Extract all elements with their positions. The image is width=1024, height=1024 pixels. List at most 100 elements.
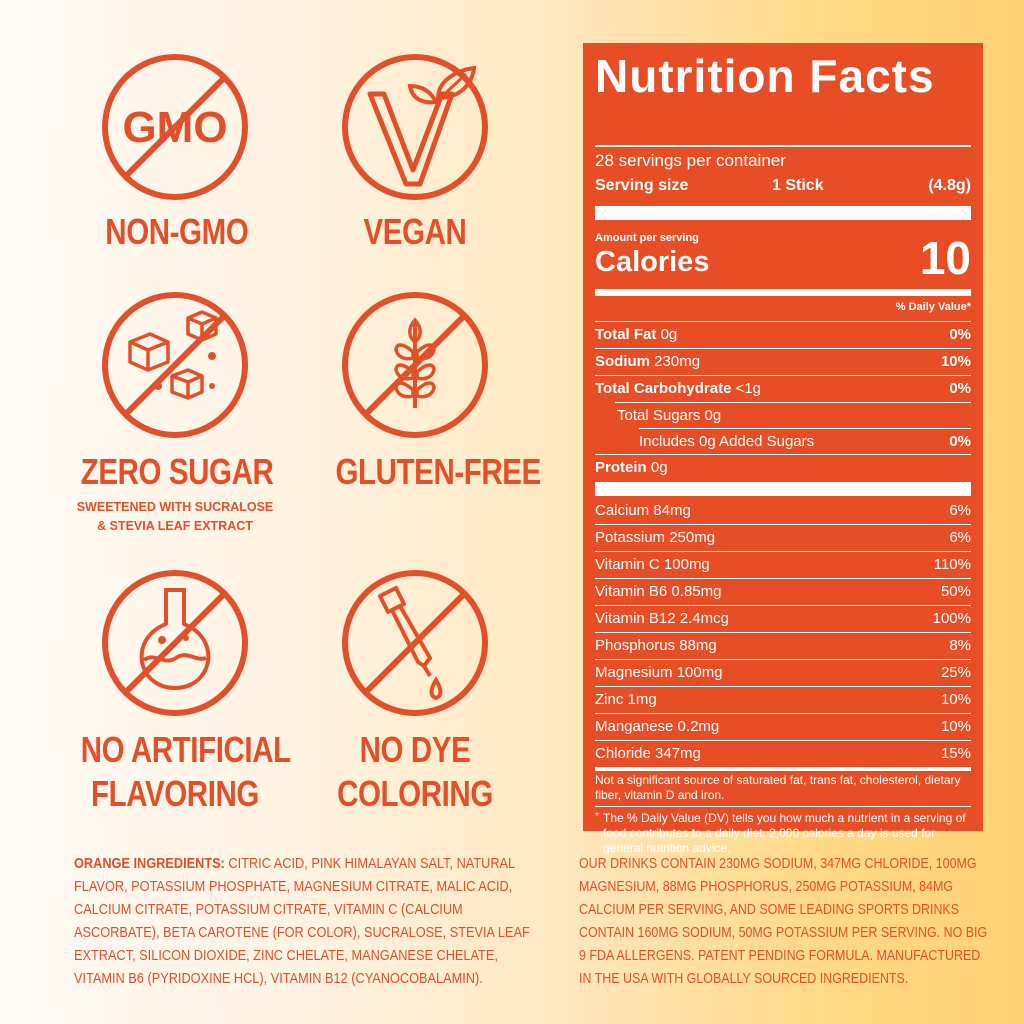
nutrient-amount: 230mg [654, 353, 701, 370]
nutrient-name: Protein [595, 459, 647, 476]
mineral-name: Manganese 0.2mg [595, 718, 720, 735]
zero-sugar-sub-2: & STEVIA LEAF EXTRACT [97, 519, 253, 533]
servings-per-container: 28 servings per container [595, 151, 786, 170]
badge-no-dye-coloring: NO DYE COLORING [318, 568, 512, 816]
zero-sugar-sub-1: SWEETENED WITH SUCRALOSE [76, 500, 274, 514]
divider [595, 524, 971, 525]
divider [595, 145, 971, 147]
mineral-row: Potassium 250mg 6% [595, 525, 971, 551]
vegan-label: VEGAN [363, 211, 467, 252]
mineral-name: Vitamin B12 2.4mcg [595, 610, 729, 627]
mineral-name: Phosphorus 88mg [595, 637, 717, 654]
daily-value-header: % Daily Value* [895, 301, 971, 313]
mineral-dv: 6% [949, 502, 971, 519]
serving-size-weight: (4.8g) [928, 177, 971, 194]
thick-divider [595, 767, 971, 771]
gluten-free-label: GLUTEN-FREE [335, 451, 541, 492]
thick-divider [595, 482, 971, 496]
mineral-name: Chloride 347mg [595, 745, 701, 762]
nutrient-row-total-sugars: Total Sugars 0g [595, 403, 971, 429]
no-gmo-icon: GMO [102, 54, 248, 200]
vegan-v-leaf-icon [342, 54, 488, 200]
divider [595, 632, 971, 633]
mineral-row: Calcium 84mg 6% [595, 498, 971, 524]
divider [595, 806, 971, 807]
badge-vegan: VEGAN [330, 52, 500, 254]
divider [595, 605, 971, 606]
nutrient-dv: 10% [940, 353, 971, 370]
nutrient-dv: 0% [949, 380, 971, 397]
nutrient-name: Includes 0g Added Sugars [639, 433, 815, 450]
nutrition-facts-panel: Nutrition Facts 28 servings per containe… [583, 43, 983, 855]
mineral-row: Phosphorus 88mg 8% [595, 633, 971, 659]
serving-size-value: 1 Stick [772, 177, 824, 194]
badge-no-artificial-flavoring: NO ARTIFICIAL FLAVORING [60, 568, 291, 816]
non-gmo-label: NON-GMO [105, 211, 249, 252]
divider [595, 659, 971, 660]
calories-label: Calories [595, 246, 710, 278]
mineral-dv: 100% [932, 610, 971, 627]
nutrient-row-sodium: Sodium 230mg 10% [595, 349, 971, 375]
no-artificial-label-1: NO ARTIFICIAL [80, 729, 291, 770]
mineral-row: Chloride 347mg 15% [595, 741, 971, 767]
formula-claims: OUR DRINKS CONTAIN 230MG SODIUM, 347MG C… [579, 855, 988, 987]
ingredients-heading: ORANGE INGREDIENTS: [74, 855, 225, 872]
divider [595, 686, 971, 687]
divider [595, 454, 971, 455]
nutrition-facts-title: Nutrition Facts [595, 50, 935, 102]
gmo-icon-text: GMO [122, 103, 227, 152]
nutrient-amount: 0g [650, 459, 668, 476]
mineral-dv: 8% [949, 637, 971, 654]
calories-divider [595, 289, 971, 296]
mineral-row: Vitamin C 100mg 110% [595, 552, 971, 578]
mineral-row: Manganese 0.2mg 10% [595, 714, 971, 740]
no-sugar-cubes-icon [102, 292, 248, 438]
mineral-dv: 25% [940, 664, 971, 681]
nutrient-dv: 0% [949, 433, 971, 450]
nutrient-amount: 0g [660, 326, 678, 343]
no-artificial-label-2: FLAVORING [91, 773, 259, 814]
nutrient-name: Total Carbohydrate [595, 380, 732, 397]
badge-non-gmo: GMO NON-GMO [90, 52, 260, 254]
footnote-daily-value: * The % Daily Value (DV) tells you how m… [595, 811, 971, 856]
divider [595, 348, 971, 349]
divider [595, 551, 971, 552]
mineral-row: Zinc 1mg 10% [595, 687, 971, 713]
badge-zero-sugar: ZERO SUGAR SWEETENED WITH SUCRALOSE & ST… [60, 290, 290, 536]
badge-gluten-free: GLUTEN-FREE [318, 290, 541, 494]
mineral-dv: 50% [940, 583, 971, 600]
ingredients-list: ORANGE INGREDIENTS: CITRIC ACID, PINK HI… [74, 852, 550, 990]
divider [595, 321, 971, 322]
divider [595, 713, 971, 714]
amount-per-serving: Amount per serving [595, 232, 699, 244]
zero-sugar-label: ZERO SUGAR [80, 451, 274, 492]
calories-value: 10 [919, 232, 971, 284]
nutrient-row-total-fat: Total Fat 0g 0% [595, 322, 971, 348]
nutrient-row-protein: Protein 0g [595, 455, 971, 481]
mineral-dv: 10% [940, 718, 971, 735]
mineral-name: Vitamin B6 0.85mg [595, 583, 722, 600]
nutrient-name: Sodium [595, 353, 650, 370]
divider [595, 375, 971, 376]
serving-size-label: Serving size [595, 177, 689, 194]
divider [595, 578, 971, 579]
mineral-dv: 110% [933, 556, 971, 573]
mineral-name: Potassium 250mg [595, 529, 716, 546]
thick-divider [595, 206, 971, 220]
footnote-not-significant: Not a significant source of saturated fa… [595, 773, 961, 802]
nutrient-amount: <1g [735, 380, 762, 397]
footnote-star: * [595, 811, 599, 822]
no-flask-icon [102, 570, 248, 716]
mineral-name: Calcium 84mg [595, 502, 691, 519]
no-dye-label-1: NO DYE [359, 729, 471, 770]
mineral-name: Magnesium 100mg [595, 664, 723, 681]
mineral-dv: 10% [940, 691, 971, 708]
nutrient-row-total-carbohydrate: Total Carbohydrate <1g 0% [595, 376, 971, 402]
mineral-row: Vitamin B6 0.85mg 50% [595, 579, 971, 605]
nutrient-name: Total Fat [595, 326, 657, 343]
divider [639, 428, 971, 429]
nutrient-row-added-sugars: Includes 0g Added Sugars 0% [595, 429, 971, 455]
mineral-dv: 6% [949, 529, 971, 546]
nutrient-name: Total Sugars 0g [617, 407, 722, 424]
mineral-row: Vitamin B12 2.4mcg 100% [595, 606, 971, 632]
